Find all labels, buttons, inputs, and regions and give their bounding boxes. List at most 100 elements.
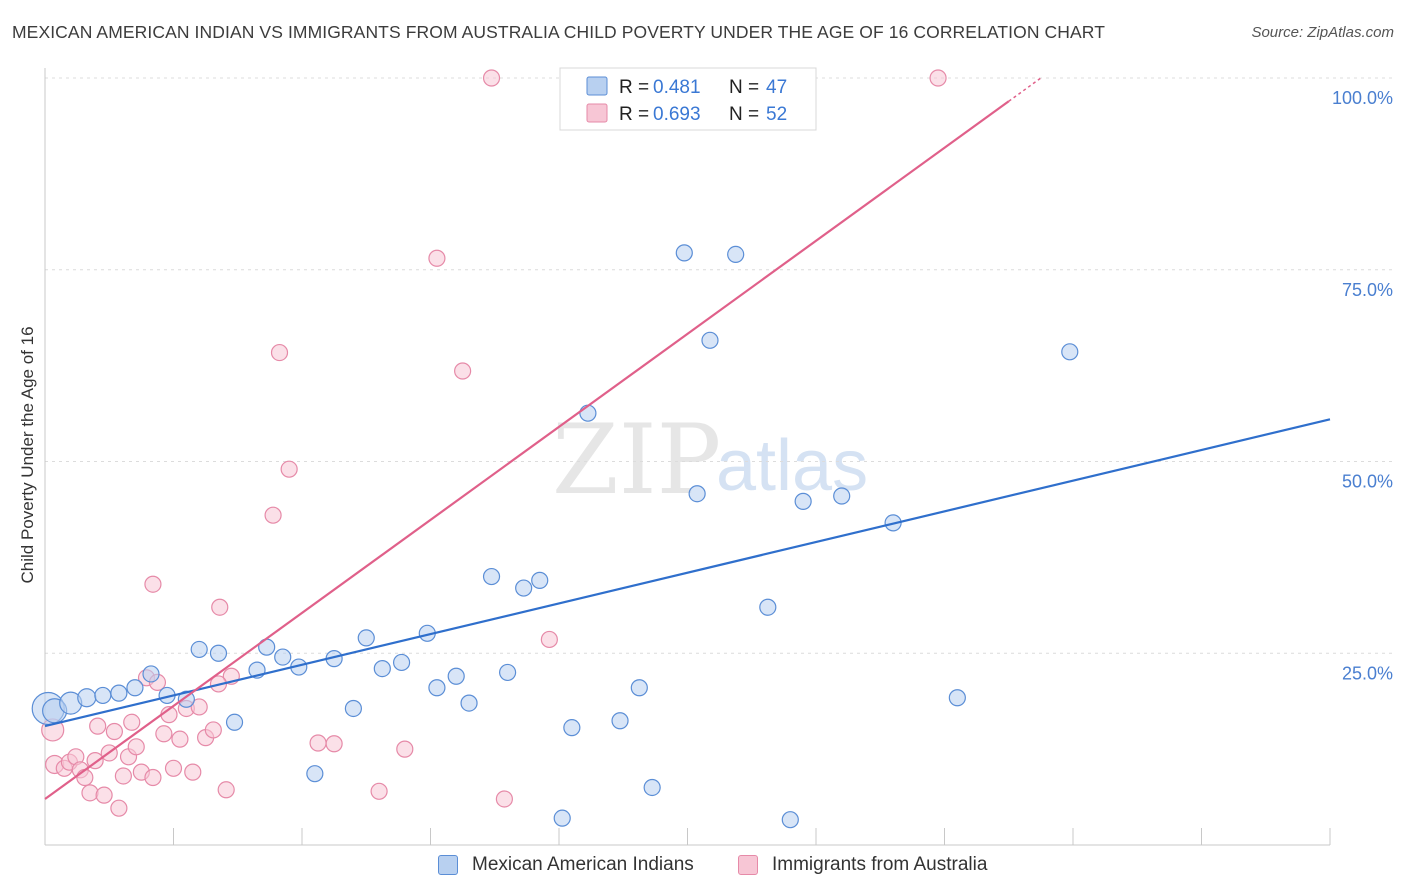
blue-point-40 bbox=[727, 245, 745, 264]
blue-point-36 bbox=[643, 778, 661, 797]
pink-point-47 bbox=[540, 630, 558, 649]
pink-point-34 bbox=[144, 575, 162, 593]
pink-point-28 bbox=[190, 698, 208, 716]
blue-point-26 bbox=[460, 694, 478, 712]
blue-point-43 bbox=[794, 492, 812, 510]
pink-point-13 bbox=[110, 799, 128, 817]
blue-point-20 bbox=[357, 629, 375, 647]
blue-point-25 bbox=[447, 667, 465, 685]
scatter-chart: ZIP atlas 25.0%50.0%75.0%100.0%0.0%20.0%… bbox=[18, 67, 1396, 846]
series-mexican-american-indians bbox=[31, 244, 1079, 829]
blue-point-34 bbox=[611, 712, 629, 730]
blue-point-3 bbox=[77, 688, 97, 708]
pink-point-48 bbox=[929, 69, 947, 87]
legend-r-label-1: R = bbox=[619, 77, 649, 98]
trend-line-mexican-american-indians bbox=[44, 418, 1331, 728]
pink-point-43 bbox=[428, 249, 446, 267]
blue-point-47 bbox=[1061, 343, 1079, 361]
blue-point-5 bbox=[110, 684, 128, 702]
blue-point-22 bbox=[392, 653, 411, 672]
legend-swatch-pink bbox=[586, 103, 608, 123]
trend-lines bbox=[44, 77, 1331, 800]
blue-point-15 bbox=[274, 648, 292, 666]
pink-point-40 bbox=[325, 735, 343, 753]
legend-label-mexican-american-indians: Mexican American Indians bbox=[472, 854, 694, 875]
blue-point-10 bbox=[190, 640, 208, 659]
pink-point-12 bbox=[105, 722, 123, 741]
pink-point-10 bbox=[95, 786, 113, 804]
y-tick-label-2: 75.0% bbox=[1342, 280, 1393, 300]
blue-point-39 bbox=[701, 331, 719, 349]
pink-point-41 bbox=[370, 782, 388, 800]
y-axis-label: Child Poverty Under the Age of 16 bbox=[18, 326, 37, 583]
gridlines bbox=[45, 77, 1396, 654]
blue-point-28 bbox=[499, 663, 517, 682]
pink-point-25 bbox=[171, 730, 189, 748]
legend-item-immigrants-from-australia[interactable]: Immigrants from Australia bbox=[738, 854, 987, 876]
legend-swatch-blue bbox=[586, 76, 608, 96]
tick-labels: 25.0%50.0%75.0%100.0%0.0%20.0% bbox=[1332, 88, 1393, 683]
pink-point-36 bbox=[264, 506, 282, 524]
trend-line-immigrants-from-australia-extension bbox=[1008, 77, 1042, 102]
blue-point-24 bbox=[428, 679, 446, 697]
legend-r-value-2: 0.693 bbox=[653, 104, 701, 125]
pink-point-7 bbox=[81, 784, 99, 802]
legend-n-label-1: N = bbox=[729, 77, 759, 98]
blue-point-11 bbox=[209, 644, 228, 662]
pink-point-32 bbox=[217, 781, 235, 799]
pink-point-45 bbox=[482, 69, 501, 87]
blue-point-37 bbox=[675, 244, 693, 262]
pink-point-16 bbox=[123, 713, 141, 731]
blue-point-46 bbox=[948, 689, 966, 707]
legend-swatch-immigrants-from-australia bbox=[738, 855, 758, 875]
legend-label-immigrants-from-australia: Immigrants from Australia bbox=[772, 854, 988, 875]
legend-swatch-mexican-american-indians bbox=[438, 855, 458, 875]
pink-point-20 bbox=[144, 768, 162, 787]
blue-point-42 bbox=[781, 811, 799, 829]
y-tick-label-0: 25.0% bbox=[1342, 663, 1393, 683]
y-tick-label-1: 50.0% bbox=[1342, 472, 1393, 492]
pink-point-22 bbox=[155, 725, 173, 743]
pink-point-31 bbox=[211, 598, 229, 616]
blue-point-7 bbox=[142, 665, 160, 683]
y-tick-label-3: 100.0% bbox=[1332, 88, 1393, 108]
blue-point-33 bbox=[579, 404, 597, 422]
blue-point-30 bbox=[531, 571, 549, 589]
chart-title: MEXICAN AMERICAN INDIAN VS IMMIGRANTS FR… bbox=[12, 22, 1105, 42]
pink-point-14 bbox=[114, 767, 132, 785]
legend-r-label-2: R = bbox=[619, 104, 649, 125]
series-legend: Mexican American Indians Immigrants from… bbox=[0, 850, 1406, 880]
blue-point-38 bbox=[688, 485, 706, 503]
pink-point-17 bbox=[127, 738, 145, 756]
pink-point-6 bbox=[76, 768, 94, 787]
pink-point-24 bbox=[164, 759, 183, 777]
blue-point-12 bbox=[225, 713, 244, 731]
blue-point-41 bbox=[759, 598, 777, 616]
pink-point-46 bbox=[495, 790, 513, 808]
pink-point-30 bbox=[204, 721, 222, 739]
blue-point-6 bbox=[126, 679, 144, 697]
watermark: ZIP atlas bbox=[552, 404, 868, 516]
blue-point-19 bbox=[344, 699, 362, 718]
legend-n-value-1: 47 bbox=[766, 77, 787, 98]
blue-point-27 bbox=[482, 567, 501, 586]
source-label: Source: ZipAtlas.com bbox=[1251, 24, 1394, 41]
blue-point-4 bbox=[94, 686, 112, 705]
pink-point-27 bbox=[184, 763, 202, 781]
blue-point-17 bbox=[306, 765, 324, 783]
blue-point-31 bbox=[553, 809, 571, 827]
series-immigrants-from-australia bbox=[41, 69, 947, 817]
blue-point-35 bbox=[630, 679, 648, 697]
pink-point-38 bbox=[280, 460, 298, 478]
legend-r-value-1: 0.481 bbox=[653, 77, 701, 98]
blue-point-29 bbox=[515, 579, 533, 597]
pink-point-44 bbox=[454, 362, 472, 380]
legend-item-mexican-american-indians[interactable]: Mexican American Indians bbox=[438, 854, 694, 876]
legend-n-label-2: N = bbox=[729, 104, 759, 125]
blue-point-21 bbox=[373, 659, 391, 678]
trend-line-immigrants-from-australia bbox=[44, 100, 1010, 800]
pink-point-9 bbox=[89, 717, 107, 735]
blue-point-44 bbox=[833, 487, 851, 505]
legend-n-value-2: 52 bbox=[766, 104, 787, 125]
legend-box: R = 0.481 N = 47 R = 0.693 N = 52 bbox=[559, 67, 817, 131]
